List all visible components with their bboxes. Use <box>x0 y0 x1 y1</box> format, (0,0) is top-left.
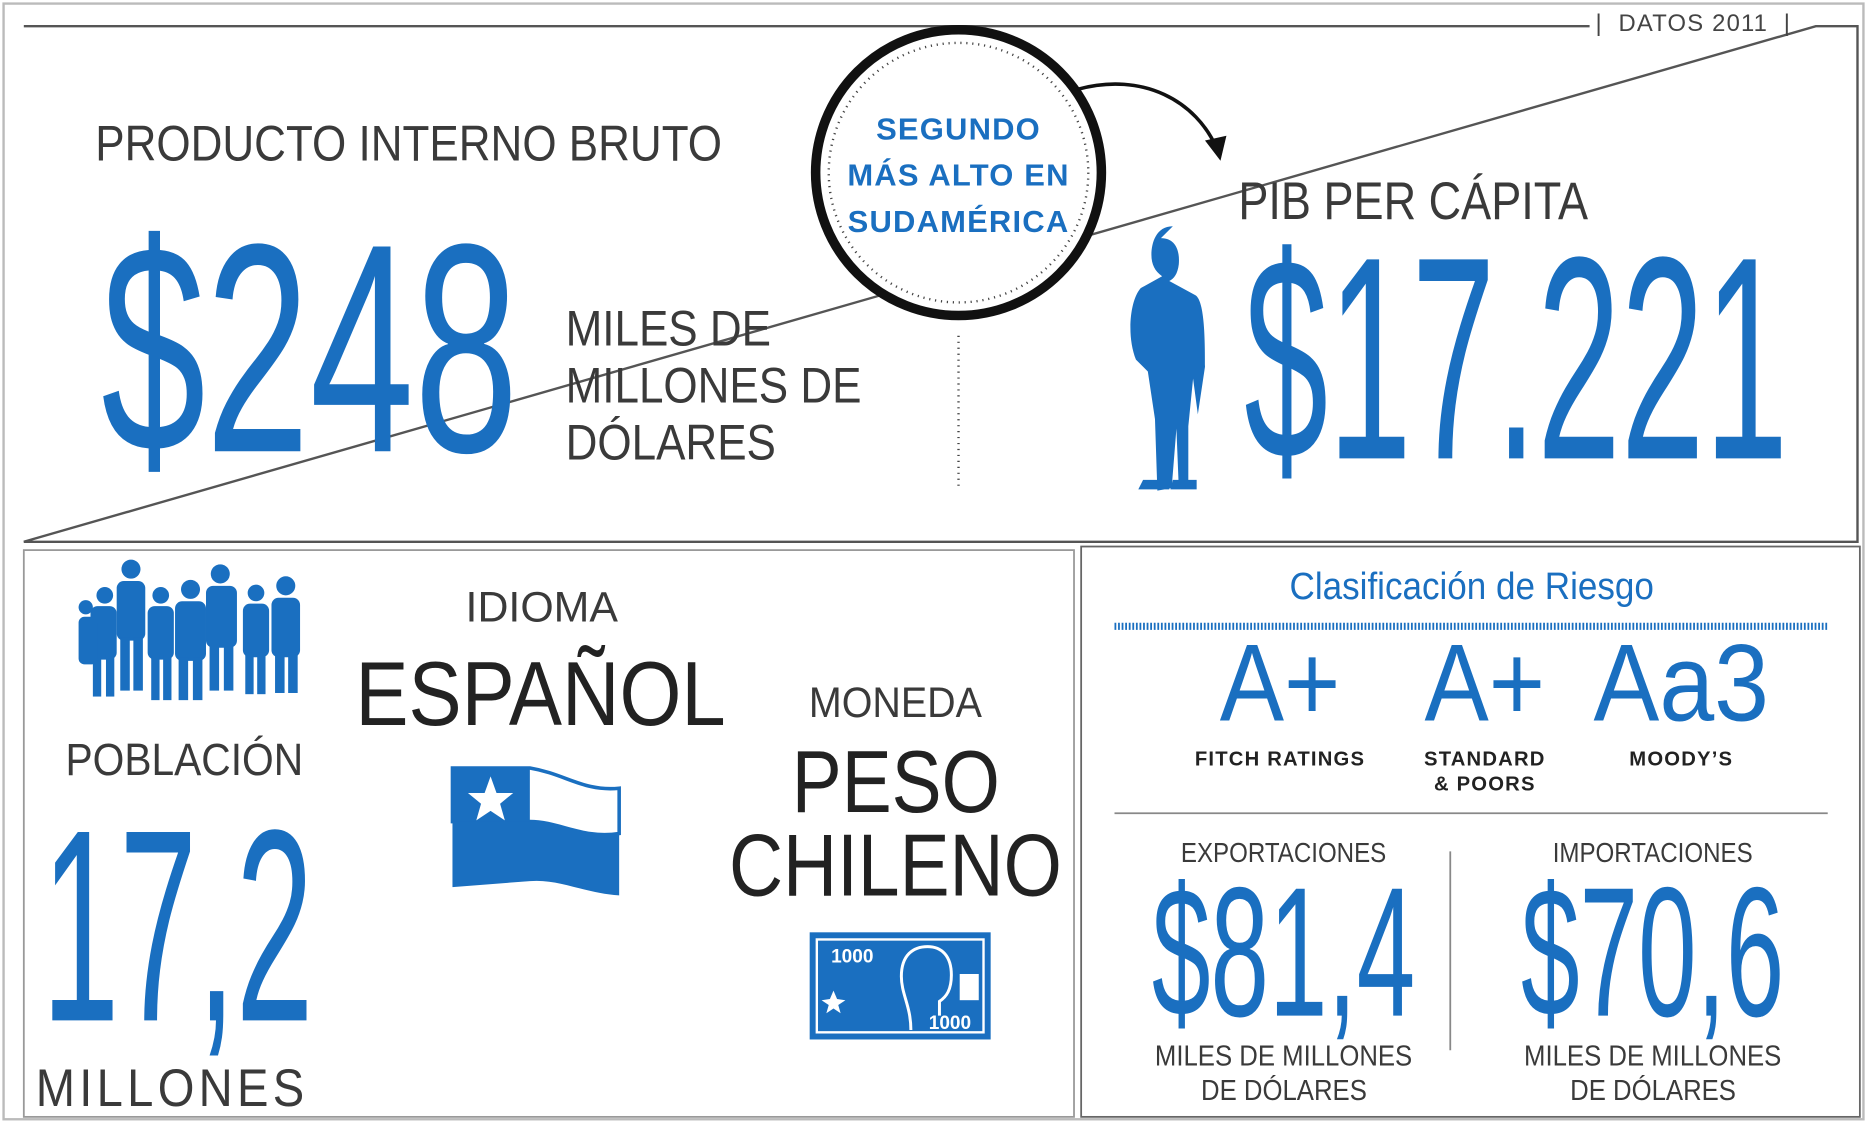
agency-line: MOODY’S <box>1629 747 1734 771</box>
header-label-wrap: | DATOS 2011 | <box>1595 10 1792 37</box>
language-value: ESPAÑOL <box>330 650 751 740</box>
gdp-value: $248 <box>101 182 763 515</box>
language-value-text: ESPAÑOL <box>355 644 726 746</box>
rating-agency: STANDARD & POORS <box>1424 747 1546 797</box>
per-capita-title: PIB PER CÁPITA <box>1238 176 1645 228</box>
currency-title: MONEDA <box>801 677 989 727</box>
per-capita-value-text: $17.221 <box>1244 197 1789 521</box>
bottom-right-panel <box>1080 545 1861 1118</box>
unit-text: MILES DE MILLONES <box>1154 1040 1413 1073</box>
population-unit: MILLONES <box>36 1063 339 1115</box>
gdp-title-text: PRODUCTO INTERNO BRUTO <box>95 115 723 172</box>
rating-grade: A+ <box>1416 629 1553 739</box>
currency-line-text: PESO <box>791 732 1000 832</box>
per-capita-value: $17.221 <box>1244 214 1867 503</box>
currency-line: PESO <box>700 732 1092 832</box>
agency-line: FITCH RATINGS <box>1194 747 1366 771</box>
population-title-text: POBLACIÓN <box>65 735 304 786</box>
language-title: IDIOMA <box>465 582 618 632</box>
unit-line: MILES DE <box>566 300 902 357</box>
rating-grade-text: Aa3 <box>1593 622 1769 745</box>
unit-text: DE DÓLARES <box>1200 1075 1367 1108</box>
crowd-icon <box>78 559 301 701</box>
trade-value-text: $70,6 <box>1521 848 1785 1055</box>
risk-title-text: Clasificación de Riesgo <box>1289 564 1654 608</box>
trade-unit: MILES DE MILLONES DE DÓLARES <box>1141 1039 1427 1108</box>
note-label: 1000 <box>929 1013 971 1034</box>
badge-line: MÁS ALTO EN <box>847 157 1070 193</box>
banknote <box>809 932 991 1040</box>
unit-line: MILLONES DE <box>566 357 902 414</box>
trade-title-text: EXPORTACIONES <box>1180 837 1387 869</box>
rating-grade-text: A+ <box>1424 622 1546 745</box>
unit-line: DE DÓLARES <box>1141 1074 1427 1109</box>
note-label: 1000 <box>831 946 873 967</box>
population-value: 17,2 <box>42 789 575 1063</box>
currency-value: PESO CHILENO <box>700 732 1092 915</box>
currency-line-text: CHILENO <box>728 815 1062 915</box>
badge-line: SUDAMÉRICA <box>847 203 1070 240</box>
rating-agency: MOODY’S <box>1629 747 1733 772</box>
agency-line: STANDARD <box>1424 747 1546 771</box>
risk-title: Clasificación de Riesgo <box>1274 567 1670 605</box>
unit-line: MILES DE MILLONES <box>1510 1039 1796 1074</box>
unit-text: MILES DE MILLONES <box>1524 1040 1782 1073</box>
trade-title-text: IMPORTACIONES <box>1552 837 1753 869</box>
rating-grade-text: A+ <box>1219 622 1341 745</box>
trade-unit: MILES DE MILLONES DE DÓLARES <box>1510 1039 1796 1108</box>
rating-grade: A+ <box>1211 629 1348 739</box>
unit-line: MILES DE MILLONES <box>1141 1039 1427 1074</box>
population-title: POBLACIÓN <box>65 738 329 783</box>
currency-line: CHILENO <box>700 815 1092 915</box>
bottom-left-panel <box>22 549 1075 1118</box>
person-icon <box>1130 226 1205 491</box>
agency-line: & POORS <box>1433 772 1536 796</box>
gdp-value-text: $248 <box>101 182 519 515</box>
arrow <box>1077 82 1219 150</box>
badge-text: SEGUNDO MÁS ALTO EN SUDAMÉRICA <box>847 106 1069 245</box>
trade-value-text: $81,4 <box>1151 848 1416 1055</box>
unit-text: DE DÓLARES <box>1569 1075 1736 1108</box>
trade-value: $81,4 <box>1053 860 1515 1045</box>
unit-text: MILES DE <box>565 300 772 357</box>
per-capita-title-text: PIB PER CÁPITA <box>1238 172 1589 231</box>
chile-flag <box>450 766 621 896</box>
currency-title-text: MONEDA <box>808 677 982 727</box>
unit-text: DÓLARES <box>565 414 776 471</box>
population-unit-text: MILLONES <box>35 1059 309 1119</box>
badge-dots <box>827 41 1090 304</box>
unit-line: DÓLARES <box>566 414 902 471</box>
rating-grade: Aa3 <box>1584 629 1779 739</box>
badge-circle <box>810 25 1107 321</box>
gdp-title: PRODUCTO INTERNO BRUTO <box>95 115 807 172</box>
rating-agency: FITCH RATINGS <box>1195 747 1365 772</box>
header-label: DATOS 2011 <box>1618 10 1769 37</box>
unit-line: DE DÓLARES <box>1510 1074 1796 1109</box>
top-panel <box>23 25 1859 543</box>
trade-value: $70,6 <box>1422 860 1867 1045</box>
trade-title: EXPORTACIONES <box>1167 839 1400 866</box>
trade-title: IMPORTACIONES <box>1539 839 1766 866</box>
unit-text: MILLONES DE <box>565 357 862 414</box>
gdp-unit: MILES DE MILLONES DE DÓLARES <box>566 300 902 471</box>
badge-line: SEGUNDO <box>876 110 1041 147</box>
arrow-head <box>1204 135 1227 161</box>
population-value-text: 17,2 <box>41 772 314 1079</box>
